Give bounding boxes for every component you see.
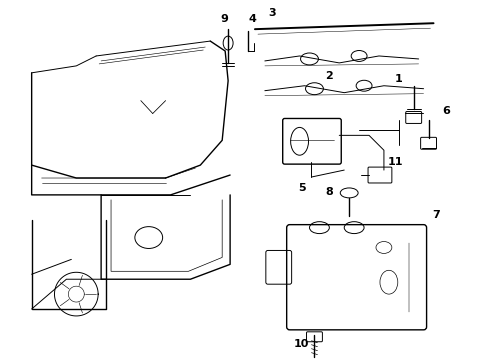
Text: 1: 1 — [395, 74, 403, 84]
Text: 6: 6 — [442, 105, 450, 116]
Text: 2: 2 — [325, 71, 333, 81]
Text: 8: 8 — [325, 187, 333, 197]
Text: 9: 9 — [220, 14, 228, 24]
Text: 7: 7 — [433, 210, 441, 220]
Text: 5: 5 — [298, 183, 305, 193]
Text: 4: 4 — [248, 14, 256, 24]
Text: 11: 11 — [388, 157, 404, 167]
Text: 3: 3 — [268, 8, 275, 18]
Text: 10: 10 — [294, 339, 309, 349]
